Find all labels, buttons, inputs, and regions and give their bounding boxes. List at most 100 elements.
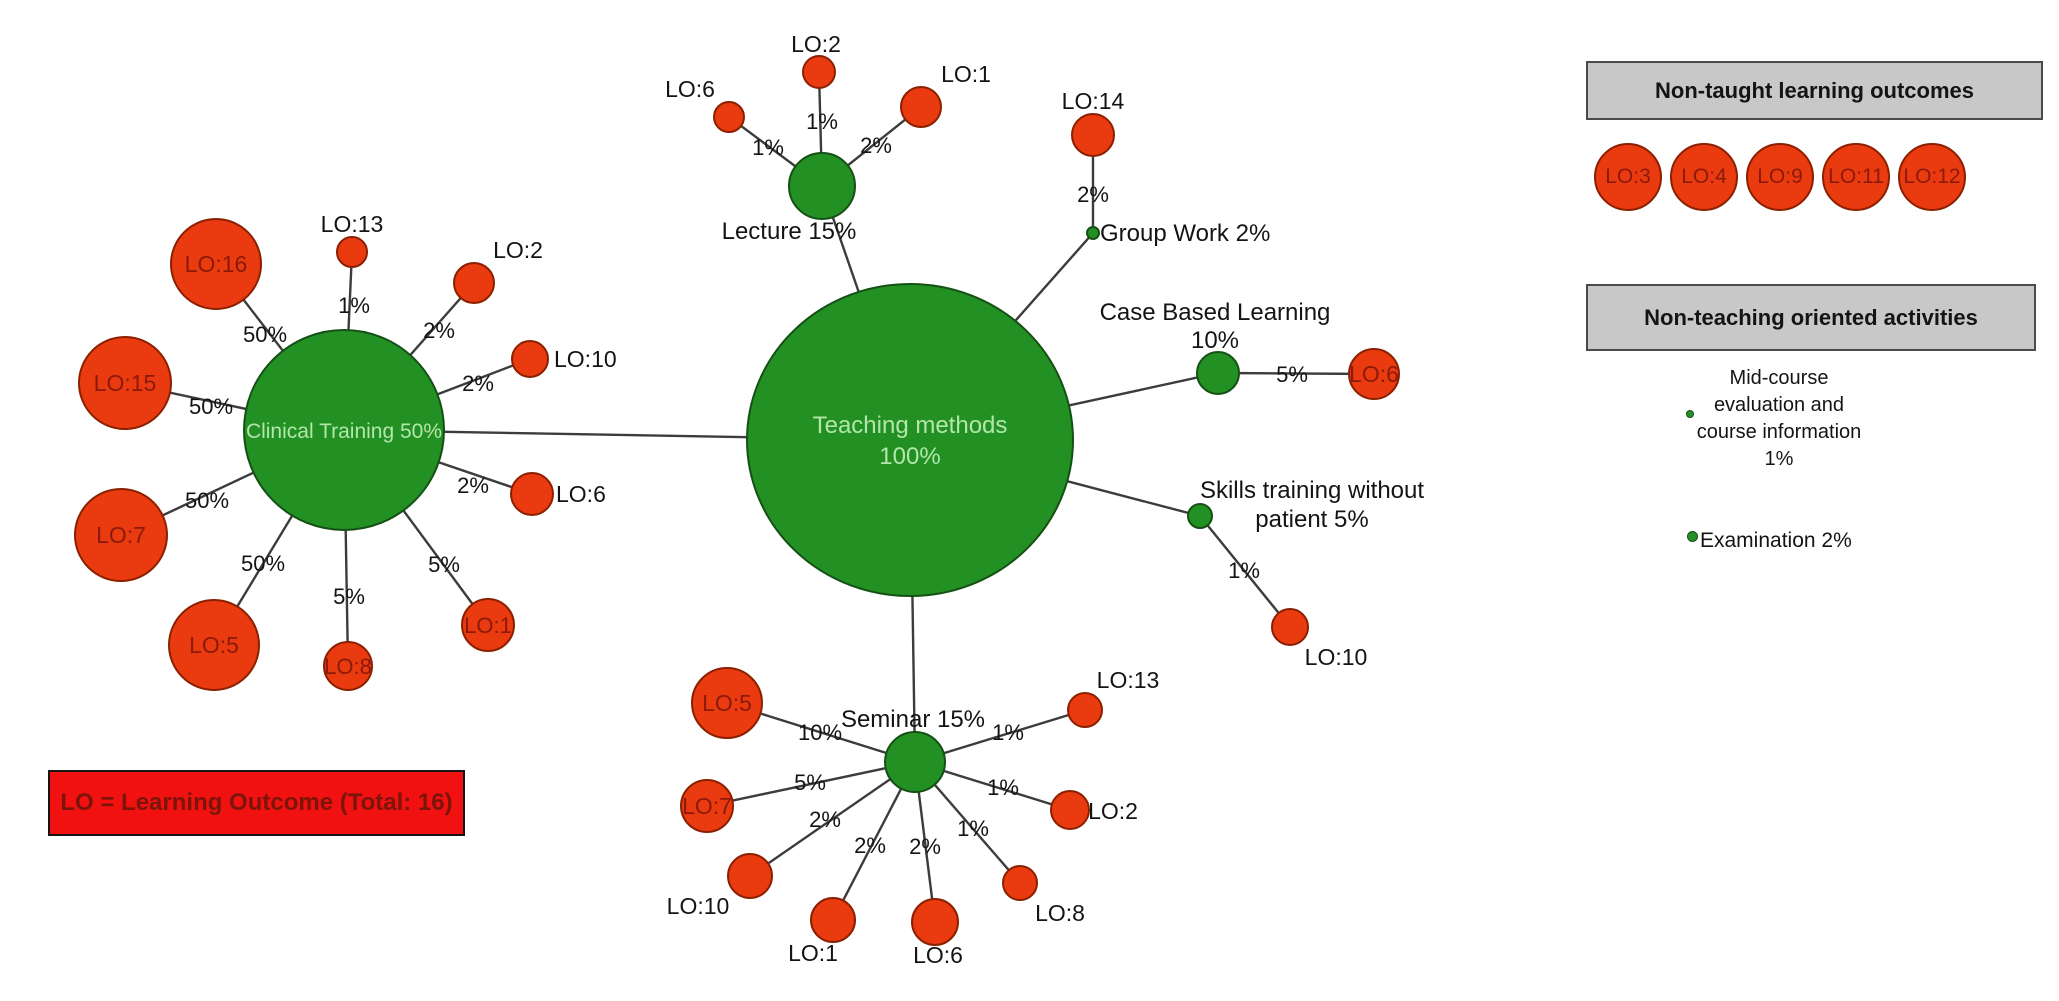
node-label-g14: LO:14 [1062,88,1125,114]
non-taught-outcome-lo-4: LO:4 [1670,143,1738,211]
node-label-cbl: Case Based Learning [1100,299,1331,326]
edge-percent-label-c15: 50% [189,394,233,419]
node-teaching [746,283,1074,597]
node-label-groupwork: Group Work 2% [1100,220,1270,247]
edge-percent-label-se7: 5% [794,770,826,795]
node-c2 [453,262,495,304]
non-taught-circles: LO:3 LO:4 LO:9 LO:11 LO:12 [1594,143,1966,211]
node-l6 [713,101,745,133]
lo-legend-label: LO = Learning Outcome (Total: 16) [60,789,453,816]
node-label-clinical: Clinical Training 50% [246,420,442,443]
node-label-c6: LO:6 [556,481,606,507]
node-label-c2: LO:2 [493,237,543,263]
node-cbl [1196,351,1240,395]
node-s10 [1271,608,1309,646]
node-label-skills: patient 5% [1255,506,1368,533]
non-taught-title: Non-taught learning outcomes [1655,77,1974,103]
node-se2 [1050,790,1090,830]
node-label-l6: LO:6 [665,76,715,102]
midcourse-line: 1% [1764,448,1794,470]
node-label-seminar: Seminar 15% [841,706,985,733]
node-c6 [510,472,554,516]
node-se10 [727,853,773,899]
node-l2 [802,55,836,89]
edge-cbl-cb6 [1217,371,1375,376]
node-label-c10: LO:10 [554,346,617,372]
node-skills [1187,503,1213,529]
node-label-skills: Skills training without [1200,477,1424,504]
node-c15 [78,336,172,430]
node-lecture [788,152,856,220]
node-c13 [336,236,368,268]
lo-legend-box: LO = Learning Outcome (Total: 16) [48,770,465,836]
midcourse-line: evaluation and [1713,394,1845,416]
node-cb6 [1348,348,1400,400]
node-seminar [884,731,946,793]
node-g14 [1071,113,1115,157]
node-groupwork [1086,226,1100,240]
edge-percent-label-se8: 1% [957,816,989,841]
node-label-cb6: LO:6 [1349,361,1399,387]
node-c1 [461,598,515,652]
edge-percent-label-c10: 2% [462,371,494,396]
node-label-cbl: 10% [1191,327,1239,354]
edge-skills-s10 [1199,515,1291,628]
node-label-s10: LO:10 [1305,644,1368,670]
non-taught-outcome-lo-9: LO:9 [1746,143,1814,211]
node-label-se13: LO:13 [1097,667,1160,693]
node-label-lecture: Lecture 15% [722,218,857,245]
edge-percent-label-l2: 1% [806,109,838,134]
midcourse-dot-icon [1686,410,1694,418]
node-c16 [170,218,262,310]
node-label-se1: LO:1 [788,940,838,966]
node-c10 [511,340,549,378]
non-teaching-title: Non-teaching oriented activities [1644,304,1978,330]
node-se8 [1002,865,1038,901]
edge-percent-label-c6: 2% [457,473,489,498]
edge-percent-label-c1: 5% [428,552,460,577]
edge-percent-label-se2: 1% [987,775,1019,800]
node-label-teaching: 100% [879,443,940,470]
edge-percent-label-se5: 10% [798,720,842,745]
examination-activity: Examination 2% [1700,529,1852,552]
node-label-l1: LO:1 [941,61,991,87]
non-taught-outcome-lo-3: LO:3 [1594,143,1662,211]
edge-percent-label-se6: 2% [909,834,941,859]
edge-seminar-se10 [749,761,916,877]
node-se7 [680,779,734,833]
node-label-se8: LO:8 [1035,900,1085,926]
node-c5 [168,599,260,691]
edge-percent-label-se10: 2% [809,807,841,832]
edge-percent-label-se1: 2% [854,833,886,858]
node-label-c1: LO:1 [464,613,512,638]
node-label-se7: LO:7 [682,793,732,819]
edge-percent-label-c5: 50% [241,551,285,576]
node-se1 [810,897,856,943]
midcourse-line: Mid-course [1729,367,1829,389]
node-l1 [900,86,942,128]
node-label-se6: LO:6 [913,942,963,968]
non-taught-outcome-lo-12: LO:12 [1898,143,1966,211]
edge-percent-label-c16: 50% [243,322,287,347]
node-label-c5: LO:5 [189,632,239,658]
node-label-se2: LO:2 [1088,798,1138,824]
node-label-c13: LO:13 [321,211,384,237]
node-label-c7: LO:7 [96,522,146,548]
edge-percent-label-c7: 50% [185,488,229,513]
node-clinical [243,329,445,531]
midcourse-activity: Mid-course evaluation and course informa… [1669,365,1889,473]
node-label-teaching: Teaching methods [813,412,1008,439]
node-label-l2: LO:2 [791,31,841,57]
node-label-c8: LO:8 [324,654,372,679]
non-teaching-header: Non-teaching oriented activities [1586,284,2036,351]
edge-percent-label-s10: 1% [1228,558,1260,583]
edge-percent-label-cb6: 5% [1276,362,1308,387]
node-label-c16: LO:16 [185,251,248,277]
non-taught-outcome-lo-11: LO:11 [1822,143,1890,211]
edge-percent-label-se13: 1% [992,720,1024,745]
edge-percent-label-c2: 2% [423,318,455,343]
node-c7 [74,488,168,582]
node-label-se10: LO:10 [667,893,730,919]
